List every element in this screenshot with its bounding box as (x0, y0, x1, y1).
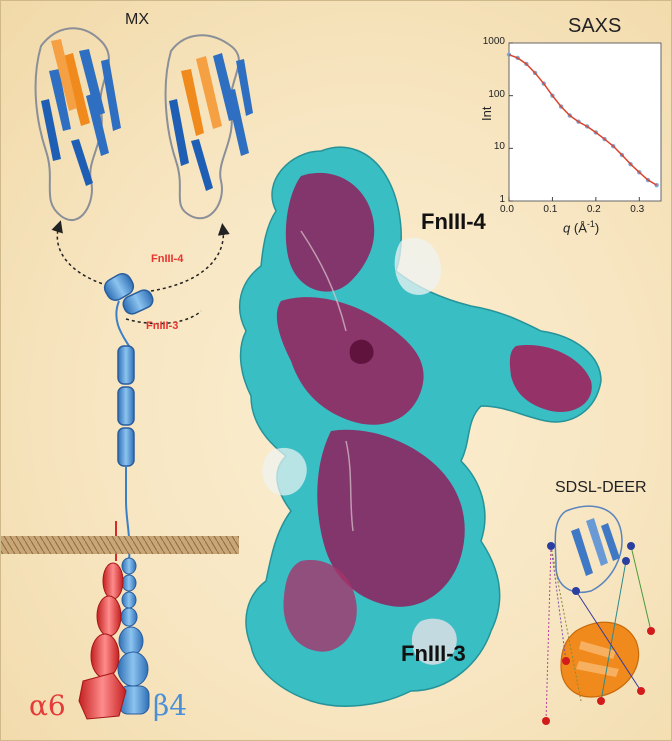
saxs-plot-frame (509, 43, 661, 201)
fn4-small-label: FnIII-4 (151, 253, 183, 265)
mx-label: MX (125, 11, 149, 29)
saxs-xtick-label: 0.3 (630, 204, 644, 215)
alpha6-label: α6 (29, 689, 66, 722)
saxs-xlabel-exp: -1 (587, 219, 595, 229)
fn4-big-label: FnIII-4 (421, 209, 486, 235)
fn3-big-label: FnIII-3 (401, 641, 466, 667)
sdsl-deer-label: SDSL-DEER (555, 479, 647, 497)
saxs-ytick-label: 10 (1, 141, 505, 152)
fn3-small-label: FnIII-3 (146, 320, 178, 332)
saxs-xtick-label: 0.1 (543, 204, 557, 215)
saxs-xtick-label: 0.0 (500, 204, 514, 215)
saxs-xlabel-close: ) (595, 220, 599, 235)
saxs-xtick-label: 0.2 (587, 204, 601, 215)
saxs-xlabel-q: q (563, 220, 570, 235)
saxs-ytick-label: 100 (1, 89, 505, 100)
saxs-ylabel: Int (479, 107, 494, 121)
beta4-label: β4 (153, 689, 187, 722)
saxs-ytick-label: 1000 (1, 36, 505, 47)
saxs-title: SAXS (568, 15, 621, 38)
saxs-ytick-label: 1 (1, 194, 505, 205)
saxs-xlabel: q (Å-1) (563, 219, 599, 235)
saxs-xlabel-unit: (Å (574, 220, 587, 235)
